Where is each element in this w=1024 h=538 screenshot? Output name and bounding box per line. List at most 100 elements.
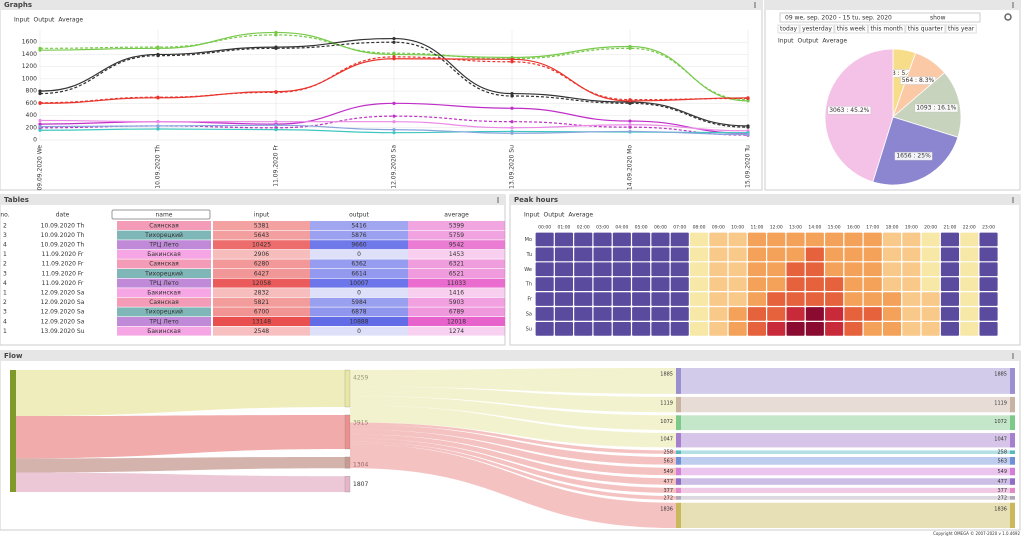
flow-node <box>676 496 681 500</box>
heat-cell <box>863 277 882 291</box>
heat-cell <box>709 262 728 277</box>
flow-label: 1047 <box>660 437 673 443</box>
flow-node <box>1010 433 1015 448</box>
flow-node <box>676 502 681 528</box>
flow-node <box>676 478 681 485</box>
flow-node <box>676 368 681 394</box>
column-header[interactable]: name <box>155 212 172 219</box>
legend-item[interactable]: Input <box>524 212 540 219</box>
heat-cell <box>554 262 573 277</box>
heat-cell <box>844 292 863 306</box>
period-button[interactable]: yesterday <box>802 26 832 33</box>
column-header[interactable]: average <box>444 212 469 219</box>
point <box>510 57 514 61</box>
table-cell: 2 <box>3 261 7 268</box>
legend-item[interactable]: Output <box>34 17 55 24</box>
flow-node <box>1010 487 1015 494</box>
flow-node <box>1010 450 1015 454</box>
heat-cell <box>979 307 998 321</box>
cell-bg <box>408 307 505 317</box>
y-tick-label: 1400 <box>22 51 37 58</box>
column-header[interactable]: input <box>254 212 270 219</box>
legend-item[interactable]: Average <box>822 38 847 45</box>
table-cell: 11.09.2020 Fr <box>42 251 84 258</box>
point <box>628 101 632 105</box>
table-cell: 2832 <box>254 290 269 297</box>
point <box>156 45 160 49</box>
heat-cell <box>535 247 554 262</box>
period-button[interactable]: this quarter <box>908 26 944 33</box>
legend-item[interactable]: Input <box>778 38 794 45</box>
hour-label: 07:00 <box>673 225 686 231</box>
flow-band <box>681 415 1010 431</box>
hour-label: 01:00 <box>557 225 570 231</box>
x-tick-label: 14.09.2020 Mo <box>627 145 634 190</box>
pie-header <box>765 0 1020 10</box>
show-button[interactable]: show <box>930 15 946 22</box>
table-cell: 10007 <box>349 280 368 287</box>
heat-cell <box>921 292 940 306</box>
cell-bg <box>310 297 408 307</box>
label-box <box>827 106 872 115</box>
heat-cell <box>940 277 959 291</box>
line-series <box>39 34 749 101</box>
flow-label: 272 <box>663 495 673 501</box>
table-cell: 6521 <box>449 270 464 277</box>
x-tick-label: 15.09.2020 Tu <box>745 145 752 188</box>
legend-item[interactable]: Output <box>544 212 565 219</box>
hour-label: 03:00 <box>596 225 609 231</box>
table-cell: 5399 <box>449 222 464 229</box>
heat-cell <box>593 262 612 277</box>
table-cell: 1453 <box>449 251 464 258</box>
y-tick-label: 600 <box>26 100 38 107</box>
period-box[interactable] <box>779 12 981 23</box>
legend-item[interactable]: Input <box>14 17 30 24</box>
table-cell: 3 <box>3 309 7 316</box>
hour-label: 14:00 <box>808 225 821 231</box>
slice-label: 1093 : 16.1% <box>916 105 956 112</box>
legend-item[interactable]: Output <box>798 38 819 45</box>
point <box>38 46 42 50</box>
column-header[interactable]: no. <box>0 212 9 219</box>
y-tick-label: 1000 <box>22 75 37 82</box>
flow-node <box>1010 467 1015 476</box>
heat-cell <box>690 232 709 247</box>
table-cell: 3 <box>3 232 7 239</box>
table-cell: ТРЦ Лето <box>148 242 179 249</box>
period-range: 09 we, sep. 2020 - 15 tu, sep. 2020 <box>785 15 892 22</box>
heat-cell <box>786 232 805 247</box>
heat-cell <box>690 277 709 291</box>
flow-link <box>350 441 676 500</box>
heat-cell <box>767 292 786 306</box>
flow-link <box>350 444 676 528</box>
cell-bg <box>213 278 310 288</box>
column-header[interactable]: date <box>56 212 70 219</box>
heat-cell <box>960 292 979 306</box>
table-cell: 10888 <box>349 318 368 325</box>
heat-cell <box>844 322 863 336</box>
period-button[interactable]: today <box>780 26 798 33</box>
legend-item[interactable]: Average <box>58 17 83 24</box>
heat-cell <box>844 277 863 291</box>
period-button[interactable]: this year <box>948 26 975 33</box>
table-cell: Саянская <box>149 299 179 306</box>
legend-item[interactable]: Average <box>568 212 593 219</box>
hour-label: 16:00 <box>847 225 860 231</box>
panel-title: Tables <box>4 196 29 204</box>
table-cell: 1274 <box>449 328 464 335</box>
period-button[interactable]: this week <box>837 26 866 33</box>
heat-cell <box>747 277 766 291</box>
name-filter[interactable] <box>111 209 211 220</box>
footer: Copyright OMEGA © 2007-2020 v 1.0.4692 <box>933 531 1020 536</box>
table-cell: 1416 <box>449 290 464 297</box>
cell-bg <box>408 326 505 336</box>
column-header[interactable]: output <box>349 212 369 219</box>
settings-icon[interactable] <box>1004 13 1012 21</box>
heat-cell <box>670 247 689 262</box>
y-tick-label: 200 <box>26 124 38 131</box>
heat-cell <box>612 322 631 336</box>
cell-bg <box>117 297 211 307</box>
flow-label: 1119 <box>994 400 1007 406</box>
period-button[interactable]: this month <box>871 26 904 33</box>
